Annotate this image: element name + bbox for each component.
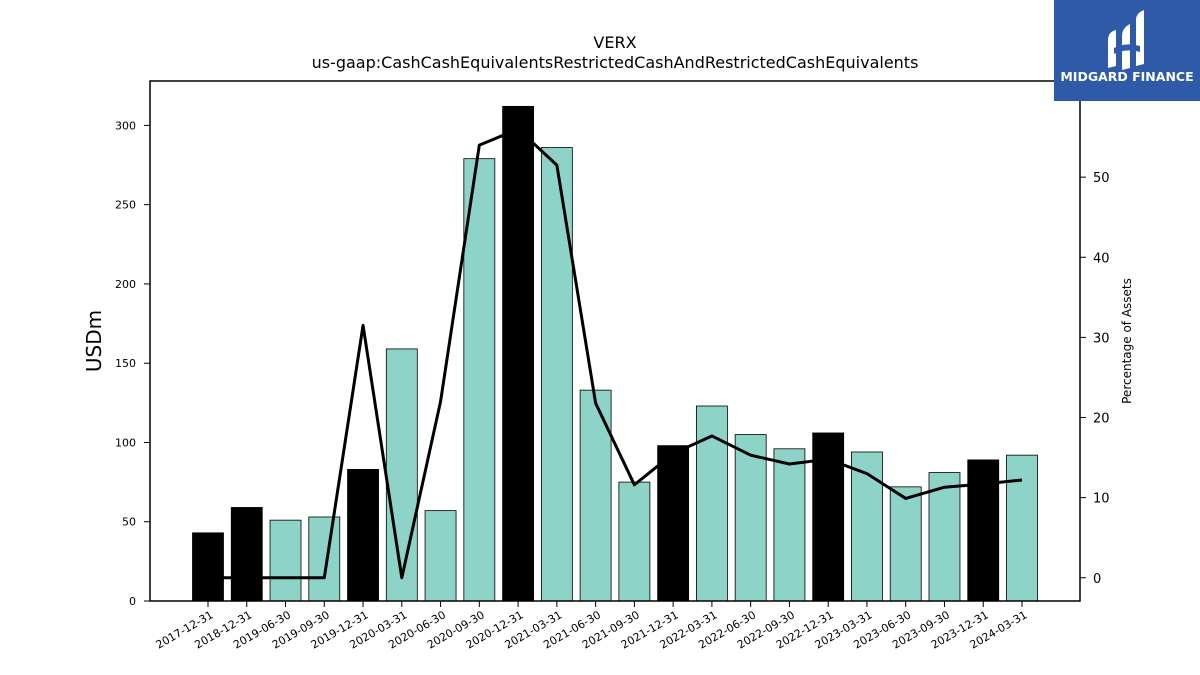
bar-2022-09-30: [773, 448, 806, 602]
y2-axis-label: Percentage of Assets: [1120, 278, 1134, 404]
bar-2020-06-30: [424, 510, 457, 602]
plot-frame: [149, 80, 1081, 602]
bar-2021-06-30: [579, 389, 612, 602]
chart-title: VERX: [593, 33, 636, 52]
y-tick-label: 50: [122, 516, 136, 529]
y2-tick-label: 50: [1093, 171, 1110, 186]
logo-text: MIDGARD FINANCE: [1060, 69, 1193, 84]
y-tick-label: 100: [115, 436, 136, 449]
bar-2019-06-30: [269, 519, 302, 602]
y2-tick-label: 10: [1093, 492, 1110, 507]
bar-2023-12-31: [967, 459, 1000, 602]
bar-2023-06-30: [889, 486, 922, 602]
y-tick-label: 300: [115, 119, 136, 132]
y-axis-label: USDm: [82, 310, 106, 372]
bar-2022-06-30: [734, 434, 767, 602]
bar-2021-12-31: [657, 445, 690, 602]
bar-2020-09-30: [463, 158, 496, 602]
midgard-finance-logo: MIDGARD FINANCE: [1054, 0, 1200, 101]
bar-2021-09-30: [618, 481, 651, 602]
bar-2020-03-31: [385, 348, 418, 602]
y2-tick-label: 40: [1093, 251, 1110, 266]
bar-2023-03-31: [851, 451, 883, 602]
bar-2021-03-31: [540, 147, 573, 602]
bar-2022-03-31: [696, 405, 728, 602]
bar-2019-09-30: [308, 516, 341, 602]
percentage-line-series: [208, 127, 1023, 580]
y2-tick-label: 30: [1093, 331, 1110, 346]
bar-2019-12-31: [347, 469, 379, 602]
logo-mark-icon: [1108, 10, 1144, 70]
right-y-axis: 0 10 20 30 40 50: [1080, 171, 1110, 587]
y2-tick-label: 20: [1093, 412, 1110, 427]
y2-tick-label: 0: [1093, 572, 1101, 587]
bar-2017-12-31: [192, 532, 224, 602]
chart-subtitle: us-gaap:CashCashEquivalentsRestrictedCas…: [312, 53, 919, 72]
y-tick-label: 250: [115, 199, 136, 212]
y-tick-label: 150: [115, 357, 136, 370]
y-tick-label: 200: [115, 278, 136, 291]
bar-2020-12-31: [502, 105, 535, 602]
percentage-of-assets-line: [208, 127, 1023, 580]
bar-2024-03-31: [1006, 454, 1038, 602]
left-y-axis: 0 50 100 150 200 250 300: [115, 119, 150, 608]
bar-series: [192, 105, 1038, 602]
bar-2018-12-31: [230, 507, 263, 602]
y-tick-label: 0: [129, 595, 136, 608]
x-axis: 2017-12-312018-12-312019-06-302019-09-30…: [154, 601, 1030, 652]
